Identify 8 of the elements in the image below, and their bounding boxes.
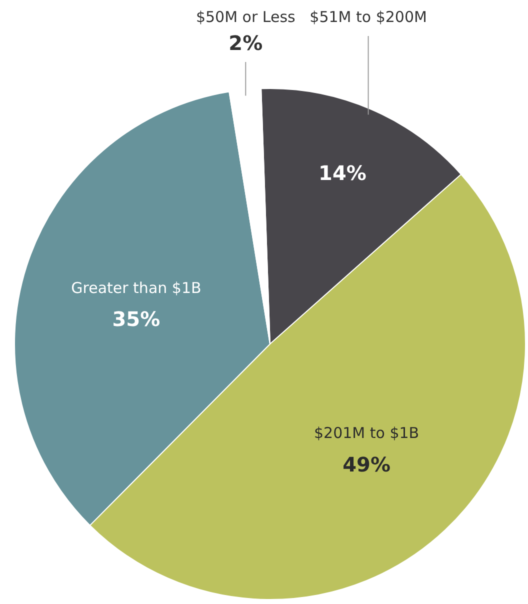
data-label: 2%	[228, 31, 263, 56]
slice-label: $51M to $200M	[310, 8, 427, 26]
data-label: 35%	[112, 307, 160, 332]
slice-label: $50M or Less	[196, 8, 296, 26]
data-label: 49%	[342, 452, 390, 476]
slice-label: Greater than $1B	[71, 278, 202, 297]
slice-label: $201M to $1B	[314, 424, 420, 442]
data-label: 14%	[318, 161, 366, 186]
